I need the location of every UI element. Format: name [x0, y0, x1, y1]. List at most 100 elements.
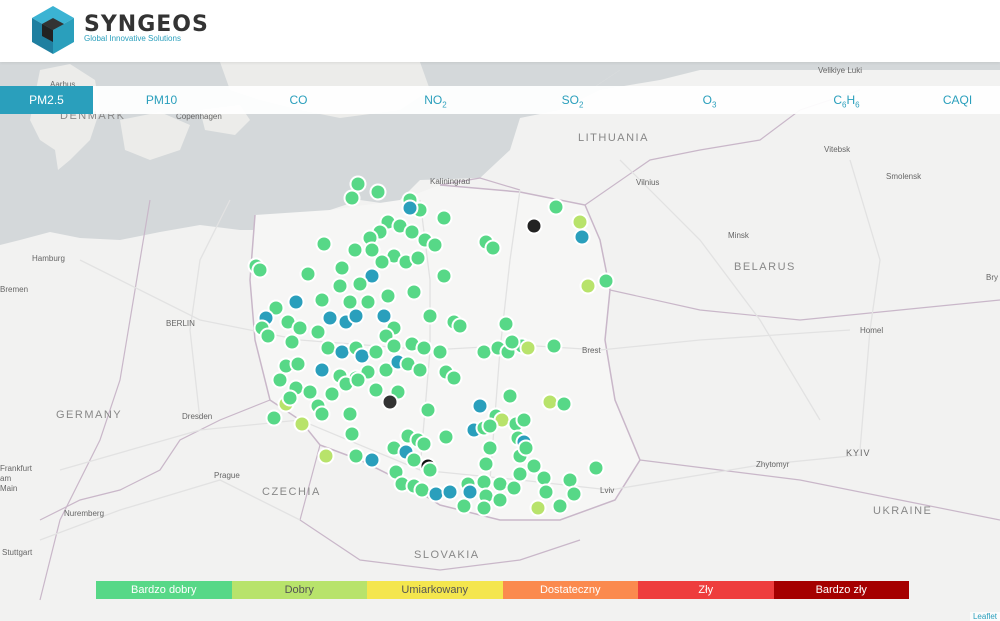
station-marker[interactable] [381, 393, 399, 411]
station-marker[interactable] [313, 405, 331, 423]
station-marker[interactable] [283, 333, 301, 351]
station-marker[interactable] [445, 369, 463, 387]
station-marker[interactable] [251, 261, 269, 279]
station-marker[interactable] [491, 491, 509, 509]
station-marker[interactable] [346, 241, 364, 259]
station-marker[interactable] [415, 435, 433, 453]
station-marker[interactable] [359, 293, 377, 311]
station-marker[interactable] [333, 343, 351, 361]
station-marker[interactable] [537, 483, 555, 501]
station-marker[interactable] [405, 283, 423, 301]
station-marker[interactable] [309, 323, 327, 341]
station-marker[interactable] [367, 343, 385, 361]
tab-o3[interactable]: O3 [641, 86, 778, 114]
station-marker[interactable] [333, 259, 351, 277]
station-marker[interactable] [503, 333, 521, 351]
station-marker[interactable] [435, 267, 453, 285]
station-marker[interactable] [313, 291, 331, 309]
station-marker[interactable] [385, 337, 403, 355]
station-marker[interactable] [411, 361, 429, 379]
station-marker[interactable] [265, 409, 283, 427]
station-marker[interactable] [421, 307, 439, 325]
station-marker[interactable] [363, 241, 381, 259]
station-marker[interactable] [475, 499, 493, 517]
station-marker[interactable] [301, 383, 319, 401]
station-marker[interactable] [313, 361, 331, 379]
station-marker[interactable] [373, 253, 391, 271]
station-marker[interactable] [419, 401, 437, 419]
station-marker[interactable] [573, 228, 591, 246]
station-marker[interactable] [271, 371, 289, 389]
station-marker[interactable] [477, 455, 495, 473]
station-marker[interactable] [299, 265, 317, 283]
station-marker[interactable] [437, 428, 455, 446]
station-marker[interactable] [461, 483, 479, 501]
tab-c6[interactable]: C6H6 [778, 86, 915, 114]
station-marker[interactable] [341, 293, 359, 311]
station-marker[interactable] [367, 381, 385, 399]
station-marker[interactable] [587, 459, 605, 477]
station-marker[interactable] [421, 461, 439, 479]
station-marker[interactable] [426, 236, 444, 254]
station-marker[interactable] [491, 475, 509, 493]
station-marker[interactable] [323, 385, 341, 403]
station-marker[interactable] [375, 307, 393, 325]
station-marker[interactable] [405, 451, 423, 469]
station-marker[interactable] [289, 355, 307, 373]
station-marker[interactable] [471, 397, 489, 415]
station-marker[interactable] [515, 411, 533, 429]
station-marker[interactable] [435, 209, 453, 227]
station-marker[interactable] [321, 309, 339, 327]
station-marker[interactable] [379, 287, 397, 305]
station-markers[interactable] [0, 62, 1000, 621]
tab-so2[interactable]: SO2 [504, 86, 641, 114]
station-marker[interactable] [547, 198, 565, 216]
station-marker[interactable] [484, 239, 502, 257]
station-marker[interactable] [565, 485, 583, 503]
station-marker[interactable] [451, 317, 469, 335]
station-marker[interactable] [281, 389, 299, 407]
station-marker[interactable] [409, 249, 427, 267]
station-marker[interactable] [343, 189, 361, 207]
station-marker[interactable] [369, 183, 387, 201]
station-marker[interactable] [551, 497, 569, 515]
station-marker[interactable] [455, 497, 473, 515]
station-marker[interactable] [519, 339, 537, 357]
tab-pm25[interactable]: PM2.5 [0, 86, 93, 114]
station-marker[interactable] [401, 199, 419, 217]
station-marker[interactable] [571, 213, 589, 231]
station-marker[interactable] [293, 415, 311, 433]
station-marker[interactable] [525, 217, 543, 235]
station-marker[interactable] [363, 267, 381, 285]
station-marker[interactable] [529, 499, 547, 517]
station-marker[interactable] [415, 339, 433, 357]
station-marker[interactable] [377, 361, 395, 379]
station-marker[interactable] [481, 439, 499, 457]
station-marker[interactable] [579, 277, 597, 295]
station-marker[interactable] [317, 447, 335, 465]
station-marker[interactable] [597, 272, 615, 290]
station-marker[interactable] [267, 299, 285, 317]
station-marker[interactable] [475, 343, 493, 361]
station-marker[interactable] [349, 175, 367, 193]
station-marker[interactable] [363, 451, 381, 469]
station-marker[interactable] [403, 223, 421, 241]
station-marker[interactable] [347, 447, 365, 465]
station-marker[interactable] [561, 471, 579, 489]
station-marker[interactable] [351, 275, 369, 293]
station-marker[interactable] [555, 395, 573, 413]
station-marker[interactable] [347, 307, 365, 325]
station-marker[interactable] [331, 277, 349, 295]
station-marker[interactable] [431, 343, 449, 361]
station-marker[interactable] [511, 465, 529, 483]
tab-no2[interactable]: NO2 [367, 86, 504, 114]
tab-caqi[interactable]: CAQI [915, 86, 1000, 114]
station-marker[interactable] [427, 485, 445, 503]
station-marker[interactable] [505, 479, 523, 497]
station-marker[interactable] [517, 439, 535, 457]
station-marker[interactable] [353, 347, 371, 365]
station-marker[interactable] [475, 473, 493, 491]
station-marker[interactable] [481, 417, 499, 435]
tab-pm10[interactable]: PM10 [93, 86, 230, 114]
station-marker[interactable] [315, 235, 333, 253]
